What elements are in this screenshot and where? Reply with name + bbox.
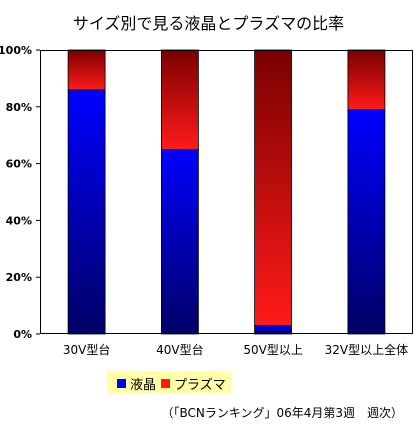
legend-swatch-plasma [161, 379, 170, 388]
legend-item-plasma: プラズマ [161, 374, 226, 393]
legend-label-plasma: プラズマ [174, 378, 226, 393]
y-tick-label: 100% [0, 44, 32, 57]
y-tick-label: 80% [6, 101, 32, 114]
bar-plasma-1 [160, 49, 199, 150]
y-tick-label: 60% [6, 158, 32, 171]
chart-title: サイズ別で見る液晶とプラズマの比率 [72, 14, 345, 33]
legend-swatch-lcd [117, 379, 126, 388]
bar-lcd-1 [160, 148, 199, 335]
x-tick-label: 30V型台 [63, 342, 110, 357]
y-tick-label: 20% [6, 271, 32, 284]
legend-label-lcd: 液晶 [130, 378, 157, 393]
bar-plasma-3 [347, 49, 386, 110]
source-note: （「BCNランキング」06年4月第3週 週次） [161, 406, 403, 420]
y-axis-ticks: 0% 20% 40% 60% 80% 100% [0, 44, 40, 341]
y-tick-label: 0% [13, 328, 32, 341]
bar-lcd-0 [67, 89, 106, 335]
plot-frame [40, 50, 413, 334]
legend-item-lcd: 液晶 [117, 374, 156, 393]
legend: 液晶 プラズマ [107, 371, 231, 393]
bar-plasma-0 [67, 49, 106, 91]
x-axis-ticks: 30V型台 40V型台 50V型以上 32V型以上全体 [63, 342, 408, 357]
y-tick-label: 40% [6, 214, 32, 227]
x-tick-label: 50V型以上 [243, 343, 302, 357]
bars-layer [67, 49, 386, 335]
x-tick-label: 32V型以上全体 [325, 342, 408, 357]
x-tick-label: 40V型台 [156, 342, 203, 357]
